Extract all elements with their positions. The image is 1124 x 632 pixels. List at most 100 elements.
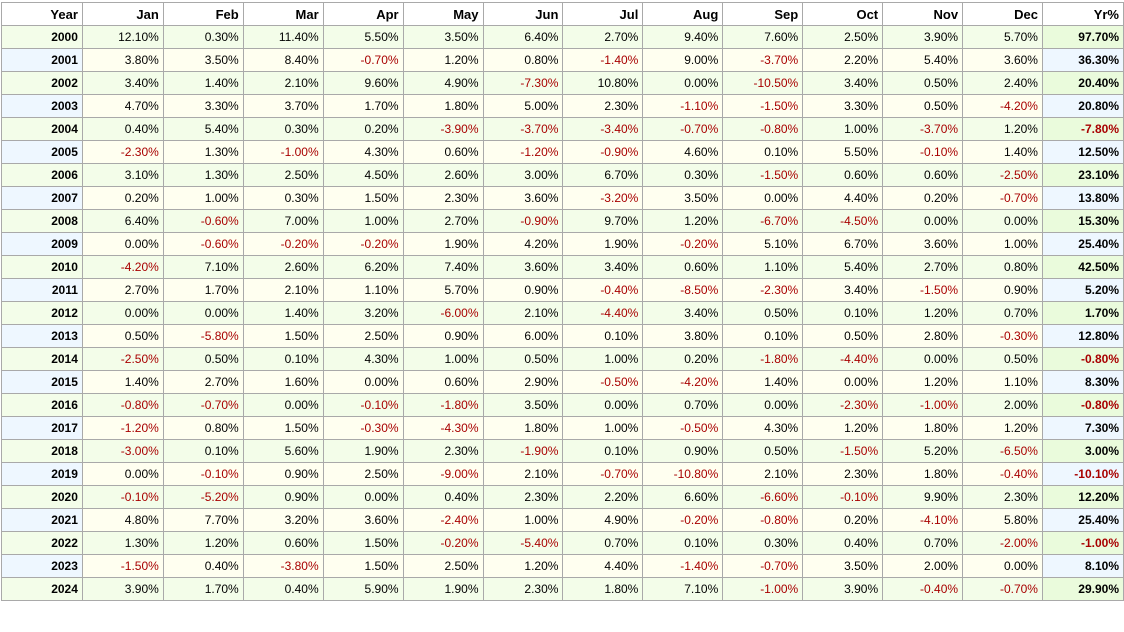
month-return-cell: 5.40% [802, 255, 884, 279]
month-return-cell: 1.20% [882, 370, 964, 394]
month-return-cell: 0.30% [162, 25, 244, 49]
month-return-cell: -1.50% [722, 163, 804, 187]
month-return-cell: 6.40% [482, 25, 564, 49]
month-return-cell: 1.80% [882, 462, 964, 486]
month-return-cell: 3.80% [642, 324, 724, 348]
table-row: 2020 -0.10% -5.20% 0.90% 0.00% 0.40% 2.30% 2.20… [1, 485, 1124, 509]
month-return-cell: -3.90% [402, 117, 484, 141]
month-return-cell: 4.60% [642, 140, 724, 164]
month-return-cell: 0.50% [482, 347, 564, 371]
month-return-cell: 6.70% [562, 163, 644, 187]
year-cell: 2017 [1, 416, 83, 440]
month-return-cell: 9.00% [642, 48, 724, 72]
month-return-cell: -6.00% [402, 301, 484, 325]
table-row: 2007 0.20% 1.00% 0.30% 1.50% 2.30% 3.60% -3.20%… [1, 186, 1124, 210]
table-row: 2013 0.50% -5.80% 1.50% 2.50% 0.90% 6.00% 0.10%… [1, 324, 1124, 348]
month-return-cell: 0.00% [242, 393, 324, 417]
month-return-cell: 4.70% [81, 94, 164, 118]
month-return-cell: 1.00% [402, 347, 484, 371]
month-return-cell: 0.40% [242, 577, 324, 601]
month-return-cell: 0.30% [722, 531, 804, 555]
month-return-cell: 2.60% [402, 163, 484, 187]
month-return-cell: -0.50% [642, 416, 724, 440]
month-return-cell: 1.20% [482, 554, 564, 578]
month-return-cell: 3.70% [242, 94, 324, 118]
month-return-cell: -4.20% [81, 255, 164, 279]
month-return-cell: -2.50% [81, 347, 164, 371]
yearly-total-cell: 8.10% [1041, 554, 1124, 578]
month-return-cell: -0.20% [642, 232, 724, 256]
month-return-cell: 2.50% [802, 25, 884, 49]
yearly-total-cell: 13.80% [1041, 186, 1124, 210]
month-return-cell: 0.00% [882, 347, 964, 371]
month-return-cell: 3.60% [322, 508, 404, 532]
table-row: 2012 0.00% 0.00% 1.40% 3.20% -6.00% 2.10% -4.40… [1, 301, 1124, 325]
yearly-total-cell: 15.30% [1041, 209, 1124, 233]
table-row: 2023 -1.50% 0.40% -3.80% 1.50% 2.50% 1.20% 4.40… [1, 554, 1124, 578]
month-return-cell: 1.00% [562, 347, 644, 371]
month-return-cell: 3.40% [642, 301, 724, 325]
month-return-cell: -6.70% [722, 209, 804, 233]
month-return-cell: -4.50% [802, 209, 884, 233]
month-return-cell: 1.30% [81, 531, 164, 555]
month-return-cell: 2.30% [482, 485, 564, 509]
month-return-cell: -1.90% [482, 439, 564, 463]
month-return-cell: 2.50% [402, 554, 484, 578]
month-return-cell: 1.00% [802, 117, 884, 141]
month-return-cell: -0.70% [322, 48, 404, 72]
month-return-cell: 4.40% [802, 186, 884, 210]
month-return-cell: -1.50% [81, 554, 164, 578]
column-header: Jun [482, 2, 564, 26]
month-return-cell: 0.40% [81, 117, 164, 141]
month-return-cell: -2.50% [962, 163, 1043, 187]
year-cell: 2020 [1, 485, 83, 509]
month-return-cell: -8.50% [642, 278, 724, 302]
month-return-cell: 0.00% [322, 370, 404, 394]
yearly-total-cell: -10.10% [1041, 462, 1124, 486]
month-return-cell: -4.40% [802, 347, 884, 371]
month-return-cell: -1.50% [882, 278, 964, 302]
month-return-cell: 4.90% [562, 508, 644, 532]
month-return-cell: 6.40% [81, 209, 164, 233]
month-return-cell: -0.10% [162, 462, 244, 486]
month-return-cell: 1.50% [242, 416, 324, 440]
year-cell: 2007 [1, 186, 83, 210]
table-row: 2005 -2.30% 1.30% -1.00% 4.30% 0.60% -1.20% -0.… [1, 140, 1124, 164]
month-return-cell: 1.50% [322, 186, 404, 210]
yearly-total-cell: 42.50% [1041, 255, 1124, 279]
month-return-cell: 3.40% [81, 71, 164, 95]
month-return-cell: 6.60% [642, 485, 724, 509]
month-return-cell: -0.40% [882, 577, 964, 601]
yearly-total-cell: 25.40% [1041, 508, 1124, 532]
month-return-cell: 0.20% [81, 186, 164, 210]
month-return-cell: 2.30% [482, 577, 564, 601]
table-row: 2017 -1.20% 0.80% 1.50% -0.30% -4.30% 1.80% 1.0… [1, 416, 1124, 440]
table-row: 2006 3.10% 1.30% 2.50% 4.50% 2.60% 3.00% 6.70% 0… [1, 163, 1124, 187]
month-return-cell: 1.40% [162, 71, 244, 95]
month-return-cell: 0.30% [242, 117, 324, 141]
month-return-cell: 11.40% [242, 25, 324, 49]
month-return-cell: -0.70% [962, 186, 1043, 210]
month-return-cell: 0.10% [162, 439, 244, 463]
table-row: 2018 -3.00% 0.10% 5.60% 1.90% 2.30% -1.90% 0.10… [1, 439, 1124, 463]
year-cell: 2024 [1, 577, 83, 601]
month-return-cell: 1.80% [882, 416, 964, 440]
year-cell: 2018 [1, 439, 83, 463]
month-return-cell: 5.70% [962, 25, 1043, 49]
month-return-cell: 0.00% [81, 462, 164, 486]
month-return-cell: -0.40% [562, 278, 644, 302]
column-header: Jul [562, 2, 644, 26]
month-return-cell: 1.80% [482, 416, 564, 440]
month-return-cell: 9.70% [562, 209, 644, 233]
month-return-cell: 2.30% [962, 485, 1043, 509]
month-return-cell: 0.30% [242, 186, 324, 210]
month-return-cell: 7.10% [642, 577, 724, 601]
month-return-cell: 6.20% [322, 255, 404, 279]
month-return-cell: 0.80% [962, 255, 1043, 279]
month-return-cell: 3.50% [802, 554, 884, 578]
month-return-cell: 0.10% [562, 324, 644, 348]
monthly-returns-table: Year Jan Feb Mar Apr May Jun Jul Aug Sep… [1, 2, 1124, 601]
yearly-total-cell: 20.40% [1041, 71, 1124, 95]
month-return-cell: 0.00% [562, 393, 644, 417]
month-return-cell: -4.10% [882, 508, 964, 532]
